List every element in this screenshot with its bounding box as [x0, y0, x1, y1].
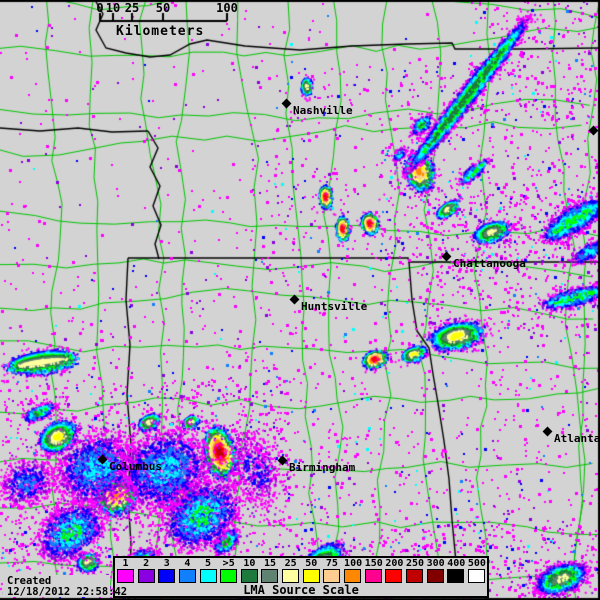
- legend-entry-gt5: >5: [220, 558, 238, 583]
- legend-color-swatch: [261, 569, 279, 583]
- legend-entry-10: 10: [240, 558, 258, 583]
- legend-color-swatch: [220, 569, 238, 583]
- legend-entry-label: 50: [305, 558, 318, 569]
- legend-entry-label: 5: [205, 558, 212, 569]
- scale-bar-unit-label: Kilometers: [116, 24, 205, 39]
- legend-entry-label: 500: [467, 558, 486, 569]
- legend-entry-label: 4: [184, 558, 191, 569]
- scale-tick-label-10: 10: [105, 1, 121, 15]
- legend-entry-label: 100: [344, 558, 363, 569]
- legend-entry-label: 25: [284, 558, 297, 569]
- legend-entry-500: 500: [467, 558, 486, 583]
- legend-entry-2: 2: [137, 558, 155, 583]
- legend-color-swatch: [323, 569, 341, 583]
- legend-entry-label: 2: [143, 558, 150, 569]
- legend-entry-3: 3: [158, 558, 176, 583]
- legend-color-swatch: [137, 569, 155, 583]
- legend-entry-5: 5: [199, 558, 217, 583]
- city-label-chattanooga: Chattanooga: [453, 257, 526, 270]
- legend-entry-label: 200: [385, 558, 404, 569]
- legend-entry-label: 250: [405, 558, 425, 569]
- legend-swatch-row: 1 2 3 4 5 >5 10 15 25 50 75 100 150 200 250 300 400 500: [117, 558, 486, 583]
- created-datetime: 12/18/2012 22:58:42: [7, 586, 128, 598]
- city-marker-unlabeled: [588, 125, 599, 136]
- legend-entry-label: 300: [426, 558, 445, 569]
- legend-color-swatch: [178, 569, 196, 583]
- legend-entry-label: 3: [163, 558, 170, 569]
- legend-entry-label: 10: [243, 558, 256, 569]
- legend-color-swatch: [426, 569, 444, 583]
- legend-entry-15: 15: [261, 558, 279, 583]
- city-label-columbus: Columbus: [109, 460, 162, 473]
- legend-color-swatch: [158, 569, 176, 583]
- legend-entry-label: 400: [447, 558, 466, 569]
- legend-color-swatch: [240, 569, 258, 583]
- city-marker-birmingham: [277, 455, 288, 466]
- legend-entry-75: 75: [323, 558, 341, 583]
- legend-color-swatch: [199, 569, 217, 583]
- scale-tick-label-50: 50: [155, 1, 171, 15]
- legend-entry-100: 100: [344, 558, 363, 583]
- city-marker-atlanta: [542, 426, 553, 437]
- city-marker-columbus: [97, 454, 108, 465]
- legend-entry-50: 50: [302, 558, 320, 583]
- city-marker-nashville: [281, 98, 292, 109]
- legend-color-swatch: [447, 569, 465, 583]
- legend-color-swatch: [344, 569, 362, 583]
- scale-tick-label-0: 0: [96, 1, 104, 15]
- legend-color-swatch: [117, 569, 134, 583]
- legend-title: LMA Source Scale: [243, 583, 359, 597]
- legend-entry-400: 400: [447, 558, 466, 583]
- scale-tick-label-100: 100: [216, 1, 238, 15]
- legend-entry-1: 1: [117, 558, 134, 583]
- city-label-nashville: Nashville: [293, 104, 353, 117]
- timestamp-box: Created 12/18/2012 22:58:42: [3, 575, 128, 598]
- legend-entry-4: 4: [178, 558, 196, 583]
- scale-tick-label-25: 25: [124, 1, 140, 15]
- created-label: Created: [7, 575, 52, 587]
- legend-entry-label: >5: [222, 558, 235, 569]
- legend-entry-label: 15: [263, 558, 276, 569]
- city-label-huntsville: Huntsville: [301, 300, 368, 313]
- legend-entry-label: 1: [122, 558, 129, 569]
- legend-entry-25: 25: [282, 558, 300, 583]
- legend-entry-label: 150: [364, 558, 383, 569]
- city-marker-huntsville: [289, 294, 300, 305]
- city-marker-chattanooga: [441, 251, 452, 262]
- legend-entry-300: 300: [426, 558, 445, 583]
- city-label-atlanta: Atlanta: [554, 432, 600, 445]
- legend-entry-200: 200: [385, 558, 404, 583]
- city-label-birmingham: Birmingham: [289, 461, 356, 474]
- legend-entry-label: 75: [325, 558, 338, 569]
- legend-color-swatch: [467, 569, 485, 583]
- legend-color-swatch: [364, 569, 382, 583]
- legend-color-swatch: [302, 569, 320, 583]
- legend-color-swatch: [385, 569, 403, 583]
- legend-entry-250: 250: [405, 558, 425, 583]
- legend-color-swatch: [282, 569, 300, 583]
- legend-color-swatch: [405, 569, 423, 583]
- legend-entry-150: 150: [364, 558, 383, 583]
- lma-source-scale-legend: 1 2 3 4 5 >5 10 15 25 50 75 100 150 200 250 300 400 500 L…: [113, 556, 489, 598]
